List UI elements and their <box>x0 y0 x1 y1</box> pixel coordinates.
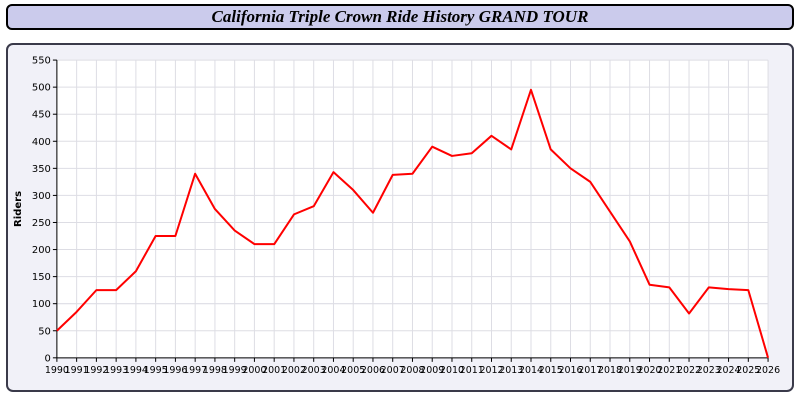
chart-title-bar: California Triple Crown Ride History GRA… <box>6 4 794 30</box>
x-tick-label: 1992 <box>84 365 108 376</box>
x-tick-label: 1991 <box>65 365 89 376</box>
y-tick-label: 500 <box>32 83 51 94</box>
x-tick-label: 2017 <box>578 365 602 376</box>
x-tick-label: 1995 <box>144 365 168 376</box>
series-line-riders <box>56 88 770 359</box>
chart-panel: 0 50 100 150 200 250 300 350 400 450 500 550 1990 199… <box>6 43 794 392</box>
x-tick-label: 2019 <box>618 365 642 376</box>
x-tick-label: 2009 <box>420 365 444 376</box>
x-tick-label: 2000 <box>242 365 266 376</box>
x-tick-label: 2024 <box>717 365 741 376</box>
y-tick-label: 550 <box>32 56 51 67</box>
x-tick-label: 2011 <box>460 365 484 376</box>
x-tick-label: 2003 <box>302 365 326 376</box>
y-tick-label: 450 <box>32 110 51 121</box>
x-tick-label: 1994 <box>124 365 148 376</box>
x-tick-label: 2026 <box>756 365 780 376</box>
riders-line-chart: 0501001502002503003504004505005501990199… <box>13 56 780 376</box>
x-tick-label: 2005 <box>341 365 365 376</box>
x-tick-label: 2008 <box>400 365 424 376</box>
x-tick-label: 2022 <box>677 365 701 376</box>
x-tick-label: 2023 <box>697 365 721 376</box>
x-tick-label: 2020 <box>637 365 661 376</box>
x-tick-label: 2010 <box>440 365 464 376</box>
y-tick-label: 0 <box>45 353 51 364</box>
x-tick-label: 2006 <box>361 365 385 376</box>
x-tick-label: 2021 <box>657 365 681 376</box>
x-tick-label: 1993 <box>104 365 128 376</box>
x-tick-label: 1997 <box>183 365 207 376</box>
x-tick-label: 2025 <box>736 365 760 376</box>
x-tick-label: 2016 <box>558 365 582 376</box>
x-tick-label: 1990 <box>45 365 69 376</box>
y-tick-label: 300 <box>32 191 51 202</box>
y-tick-label: 200 <box>32 245 51 256</box>
x-tick-label: 2014 <box>519 365 543 376</box>
x-tick-label: 2007 <box>381 365 405 376</box>
y-axis-title: Riders <box>13 191 24 227</box>
x-tick-label: 2004 <box>321 365 345 376</box>
y-tick-label: 150 <box>32 272 51 283</box>
x-tick-label: 2013 <box>499 365 523 376</box>
x-tick-label: 1998 <box>203 365 227 376</box>
x-tick-label: 2018 <box>598 365 622 376</box>
x-tick-label: 2001 <box>262 365 286 376</box>
x-tick-label: 2015 <box>539 365 563 376</box>
y-tick-label: 50 <box>38 326 51 337</box>
y-tick-label: 400 <box>32 137 51 148</box>
x-tick-label: 1996 <box>163 365 187 376</box>
y-tick-label: 250 <box>32 218 51 229</box>
y-tick-label: 100 <box>32 299 51 310</box>
x-tick-label: 2012 <box>479 365 503 376</box>
x-tick-label: 1999 <box>223 365 247 376</box>
y-tick-label: 350 <box>32 164 51 175</box>
page-title: California Triple Crown Ride History GRA… <box>211 7 589 26</box>
x-tick-label: 2002 <box>282 365 306 376</box>
